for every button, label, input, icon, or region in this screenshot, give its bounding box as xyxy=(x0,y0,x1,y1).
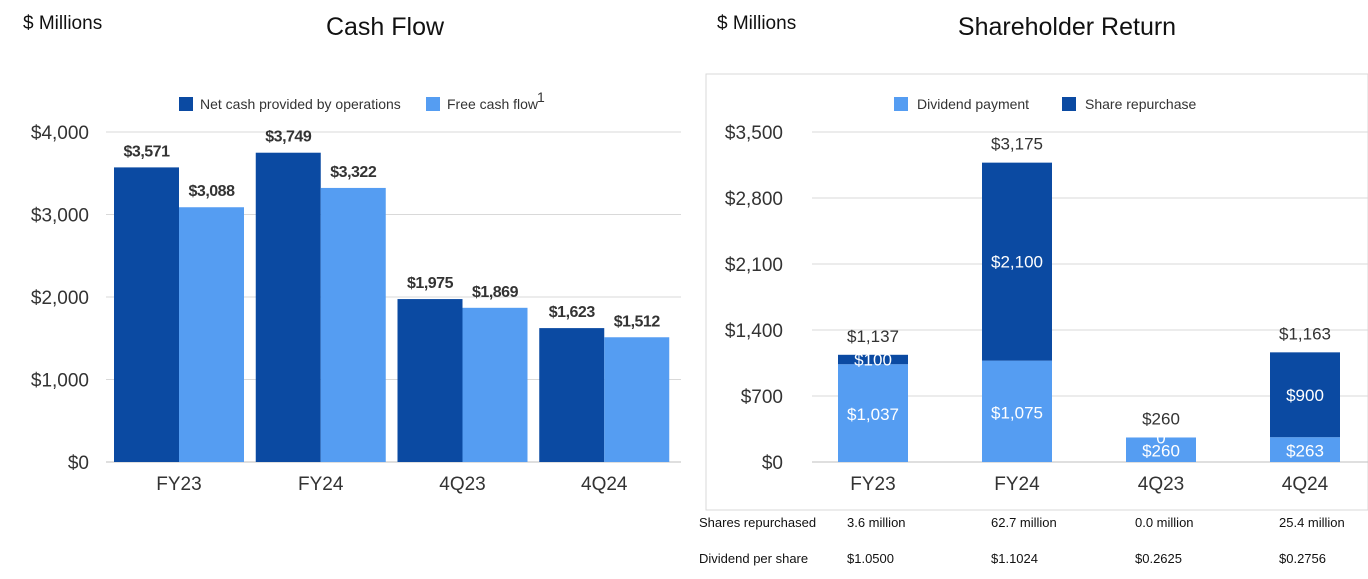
shareholder-ytick-label: $2,100 xyxy=(725,255,783,276)
shareholder-bar-dividend xyxy=(982,360,1052,462)
cashflow-data-label: $1,512 xyxy=(614,313,661,330)
shareholder-table-cell: 0.0 million xyxy=(1135,515,1194,530)
shareholder-repurchase-label: $2,100 xyxy=(991,253,1043,272)
cashflow-chart: $0 $1,000 $2,000 $3,000 $4,000 $3,571 $3,088 FY… xyxy=(31,89,681,495)
shareholder-legend-swatch xyxy=(1062,97,1076,111)
cashflow-data-label: $1,869 xyxy=(472,284,519,301)
cashflow-category-label: FY24 xyxy=(298,474,344,495)
shareholder-table-cell: 25.4 million xyxy=(1279,515,1345,530)
shareholder-table-cell: 62.7 million xyxy=(991,515,1057,530)
shareholder-bar-dividend xyxy=(838,364,908,462)
shareholder-dividend-label: $260 xyxy=(1142,442,1180,461)
cashflow-bar-operations xyxy=(114,167,179,462)
cashflow-ytick-label: $2,000 xyxy=(31,288,89,309)
shareholder-total-label: $3,175 xyxy=(991,135,1043,154)
cashflow-data-label: $1,975 xyxy=(407,275,454,292)
shareholder-bar-dividend xyxy=(1126,437,1196,462)
shareholder-dividend-label: $263 xyxy=(1286,442,1324,461)
shareholder-category-label: FY24 xyxy=(994,474,1040,495)
shareholder-category-label: FY23 xyxy=(850,474,895,495)
cashflow-bar-operations xyxy=(255,152,321,462)
shareholder-ytick-label: $2,800 xyxy=(725,189,783,210)
shareholder-repurchase-label: $100 xyxy=(854,351,892,370)
cashflow-category-label: 4Q24 xyxy=(581,474,628,495)
shareholder-plot-frame xyxy=(705,73,1368,511)
shareholder-category-label: 4Q24 xyxy=(1282,474,1329,495)
shareholder-category-label: 4Q23 xyxy=(1138,474,1184,495)
cashflow-unit-label: $ Millions xyxy=(23,13,103,34)
shareholder-repurchase-label: 0 xyxy=(1156,428,1165,447)
shareholder-dividend-label: $1,037 xyxy=(847,405,899,424)
cashflow-legend-label: Net cash provided by operations xyxy=(200,96,401,112)
cashflow-ytick-label: $3,000 xyxy=(31,206,89,227)
shareholder-total-label: $260 xyxy=(1142,409,1180,428)
shareholder-ytick-label: $1,400 xyxy=(725,321,783,342)
cashflow-data-label: $3,088 xyxy=(189,183,236,200)
cashflow-bar-fcf xyxy=(462,307,528,462)
cashflow-legend-label: Free cash flow xyxy=(447,96,539,112)
shareholder-legend-swatch xyxy=(894,97,908,111)
cashflow-title: Cash Flow xyxy=(325,13,445,41)
shareholder-legend-label: Share repurchase xyxy=(1085,96,1197,112)
shareholder-table-row-label: Shares repurchased xyxy=(699,515,816,530)
shareholder-bar-repurchase xyxy=(1270,352,1340,438)
cashflow-bar-fcf xyxy=(320,187,386,462)
shareholder-ytick-label: $0 xyxy=(762,453,783,474)
shareholder-table-cell: $0.2625 xyxy=(1135,551,1182,566)
shareholder-bar-repurchase xyxy=(982,162,1052,361)
shareholder-table-cell: $1.0500 xyxy=(847,551,894,566)
cashflow-category-label: FY23 xyxy=(156,474,201,495)
cashflow-bar-fcf xyxy=(179,207,244,462)
shareholder-table-cell: $0.2756 xyxy=(1279,551,1326,566)
cashflow-bar-operations xyxy=(397,299,463,462)
shareholder-table-cell: $1.1024 xyxy=(991,551,1038,566)
cashflow-data-label: $3,749 xyxy=(265,129,312,146)
shareholder-unit-label: $ Millions xyxy=(717,13,797,34)
shareholder-legend-label: Dividend payment xyxy=(917,96,1029,112)
shareholder-dividend-label: $1,075 xyxy=(991,403,1043,422)
shareholder-ytick-label: $700 xyxy=(741,387,783,408)
cashflow-bar-operations xyxy=(539,328,605,462)
cashflow-data-label: $1,623 xyxy=(549,304,596,321)
cashflow-ytick-label: $1,000 xyxy=(31,371,89,392)
cashflow-category-label: 4Q23 xyxy=(439,474,485,495)
cashflow-data-label: $3,322 xyxy=(330,164,377,181)
cashflow-legend-swatch xyxy=(179,97,193,111)
shareholder-repurchase-label: $900 xyxy=(1286,386,1324,405)
shareholder-total-label: $1,137 xyxy=(847,327,899,346)
shareholder-table-cell: 3.6 million xyxy=(847,515,906,530)
cashflow-ytick-label: $0 xyxy=(68,453,89,474)
cashflow-legend-footnote: 1 xyxy=(537,89,545,105)
cashflow-ytick-label: $4,000 xyxy=(31,123,89,144)
shareholder-title: Shareholder Return xyxy=(957,13,1177,41)
shareholder-total-label: $1,163 xyxy=(1279,324,1331,343)
shareholder-table-row-label: Dividend per share xyxy=(699,551,808,566)
shareholder-chart: $0 $700 $1,400 $2,100 $2,800 $3,500 $1,037 $100… xyxy=(699,96,1368,566)
cashflow-bar-fcf xyxy=(604,337,670,462)
cashflow-data-label: $3,571 xyxy=(124,143,171,160)
shareholder-bar-repurchase xyxy=(838,354,908,365)
shareholder-ytick-label: $3,500 xyxy=(725,123,783,144)
shareholder-bar-dividend xyxy=(1270,437,1340,462)
cashflow-legend-swatch xyxy=(426,97,440,111)
